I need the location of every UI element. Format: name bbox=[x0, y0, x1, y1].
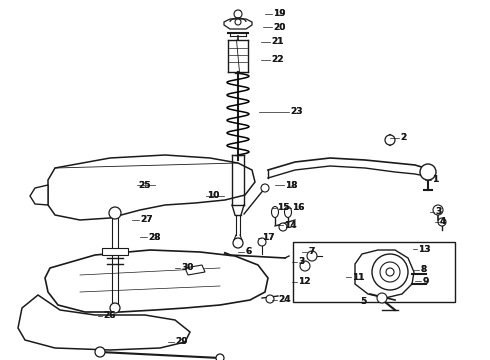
Text: 13: 13 bbox=[418, 244, 431, 253]
Text: 30: 30 bbox=[181, 264, 194, 273]
Text: 12: 12 bbox=[298, 278, 311, 287]
Text: 20: 20 bbox=[273, 22, 285, 31]
Circle shape bbox=[235, 19, 241, 25]
Circle shape bbox=[385, 135, 395, 145]
Text: 2: 2 bbox=[400, 134, 406, 143]
Text: 12: 12 bbox=[298, 278, 311, 287]
Text: 11: 11 bbox=[352, 273, 365, 282]
Text: 28: 28 bbox=[148, 233, 161, 242]
Text: 5: 5 bbox=[360, 297, 366, 306]
Text: 9: 9 bbox=[422, 276, 428, 285]
Text: 10: 10 bbox=[207, 192, 220, 201]
Text: 18: 18 bbox=[285, 180, 297, 189]
Text: 4: 4 bbox=[440, 217, 446, 226]
Ellipse shape bbox=[285, 207, 292, 217]
Ellipse shape bbox=[271, 207, 278, 217]
Text: 24: 24 bbox=[278, 296, 291, 305]
Circle shape bbox=[216, 354, 224, 360]
Text: 3: 3 bbox=[435, 207, 441, 216]
Circle shape bbox=[109, 207, 121, 219]
Bar bbox=[293, 242, 455, 302]
Circle shape bbox=[95, 347, 105, 357]
Text: 22: 22 bbox=[271, 55, 284, 64]
Text: 8: 8 bbox=[420, 266, 426, 274]
Text: 26: 26 bbox=[103, 311, 116, 320]
Text: 10: 10 bbox=[207, 192, 220, 201]
Text: 14: 14 bbox=[284, 220, 296, 230]
Text: 23: 23 bbox=[290, 108, 302, 117]
Circle shape bbox=[372, 254, 408, 290]
Circle shape bbox=[279, 223, 287, 231]
Text: 4: 4 bbox=[440, 217, 446, 226]
Circle shape bbox=[438, 218, 446, 226]
Text: 2: 2 bbox=[400, 134, 406, 143]
Text: 19: 19 bbox=[273, 9, 286, 18]
Circle shape bbox=[258, 238, 266, 246]
Text: 21: 21 bbox=[271, 37, 284, 46]
Text: 3: 3 bbox=[298, 257, 304, 266]
Polygon shape bbox=[45, 250, 268, 312]
Text: 5: 5 bbox=[360, 297, 366, 306]
Text: 8: 8 bbox=[420, 266, 426, 274]
Polygon shape bbox=[48, 155, 255, 220]
Text: 23: 23 bbox=[290, 108, 302, 117]
Circle shape bbox=[234, 10, 242, 18]
Circle shape bbox=[307, 251, 317, 261]
Circle shape bbox=[261, 184, 269, 192]
Text: 16: 16 bbox=[292, 203, 304, 212]
Text: 27: 27 bbox=[140, 216, 152, 225]
Text: 6: 6 bbox=[245, 248, 251, 256]
Text: 30: 30 bbox=[181, 264, 194, 273]
Text: 18: 18 bbox=[285, 180, 297, 189]
Polygon shape bbox=[30, 185, 48, 205]
Text: 28: 28 bbox=[148, 233, 161, 242]
Polygon shape bbox=[18, 295, 190, 350]
Circle shape bbox=[266, 295, 274, 303]
Text: 1: 1 bbox=[432, 175, 438, 184]
Text: 19: 19 bbox=[273, 9, 286, 18]
Text: 11: 11 bbox=[352, 273, 365, 282]
Text: 13: 13 bbox=[418, 244, 431, 253]
Text: 29: 29 bbox=[175, 338, 188, 346]
Text: 25: 25 bbox=[138, 180, 150, 189]
Circle shape bbox=[233, 238, 243, 248]
Text: 22: 22 bbox=[271, 55, 284, 64]
Text: 6: 6 bbox=[245, 248, 251, 256]
Text: 25: 25 bbox=[138, 180, 150, 189]
Circle shape bbox=[420, 164, 436, 180]
Text: 17: 17 bbox=[262, 234, 274, 243]
Text: 7: 7 bbox=[308, 248, 315, 256]
Polygon shape bbox=[224, 19, 252, 29]
Text: 14: 14 bbox=[284, 220, 296, 230]
Text: 16: 16 bbox=[292, 203, 304, 212]
Circle shape bbox=[300, 261, 310, 271]
Text: 7: 7 bbox=[308, 248, 315, 256]
Circle shape bbox=[433, 205, 443, 215]
Text: 9: 9 bbox=[422, 276, 428, 285]
Circle shape bbox=[110, 303, 120, 313]
Text: 29: 29 bbox=[175, 338, 188, 346]
Text: 26: 26 bbox=[103, 311, 116, 320]
Text: 3: 3 bbox=[435, 207, 441, 216]
Text: 20: 20 bbox=[273, 22, 285, 31]
Text: 24: 24 bbox=[278, 296, 291, 305]
Polygon shape bbox=[185, 265, 205, 275]
Text: 21: 21 bbox=[271, 37, 284, 46]
Circle shape bbox=[380, 262, 400, 282]
Text: 15: 15 bbox=[277, 203, 290, 212]
Polygon shape bbox=[355, 250, 414, 298]
Text: 3: 3 bbox=[298, 257, 304, 266]
Text: 15: 15 bbox=[277, 203, 290, 212]
Circle shape bbox=[377, 293, 387, 303]
Text: 1: 1 bbox=[432, 175, 438, 184]
Polygon shape bbox=[102, 248, 128, 255]
Circle shape bbox=[386, 268, 394, 276]
Text: 17: 17 bbox=[262, 234, 274, 243]
Text: 27: 27 bbox=[140, 216, 152, 225]
